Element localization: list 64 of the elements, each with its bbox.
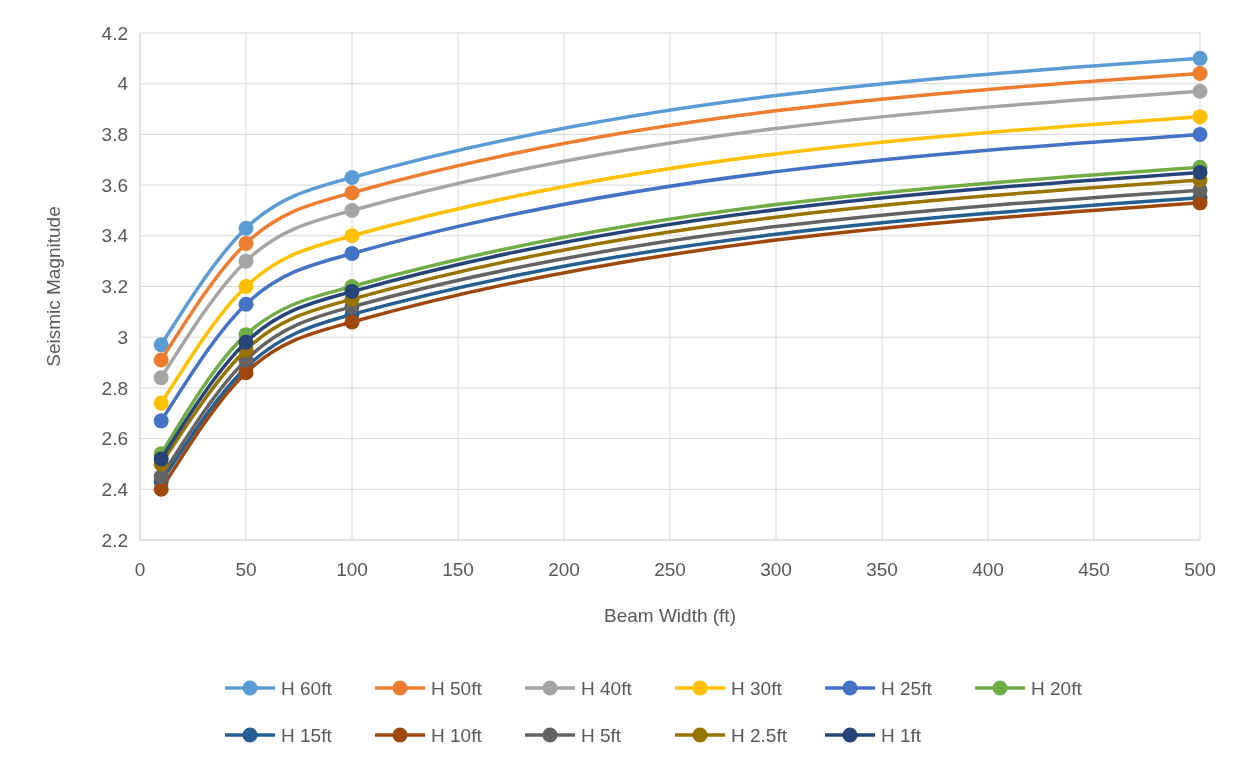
- point: [344, 170, 360, 185]
- point: [344, 284, 360, 300]
- y-tick-label: 3.4: [101, 225, 129, 247]
- point: [238, 334, 254, 350]
- x-tick-label: 0: [134, 559, 146, 580]
- point: [153, 413, 169, 429]
- point: [153, 370, 169, 386]
- point: [344, 228, 360, 244]
- point: [238, 253, 254, 269]
- x-tick-label: 500: [1184, 559, 1216, 580]
- point: [344, 202, 360, 218]
- x-tick-label: 400: [972, 559, 1004, 580]
- point: [1192, 83, 1208, 99]
- legend-label: H 2.5ft: [731, 724, 788, 746]
- x-tick-label: 100: [336, 559, 368, 580]
- legend-label: H 30ft: [731, 677, 783, 699]
- x-tick-label: 50: [235, 559, 257, 580]
- point: [153, 395, 169, 411]
- point: [344, 246, 360, 262]
- x-tick-label: 150: [442, 559, 474, 580]
- point: [238, 220, 254, 236]
- legend-label: H 10ft: [431, 724, 483, 746]
- point: [238, 279, 254, 294]
- y-tick-label: 3.6: [101, 174, 128, 196]
- point: [153, 337, 169, 353]
- y-tick-label: 3.8: [101, 124, 128, 146]
- x-tick-label: 200: [548, 559, 580, 580]
- point: [1192, 50, 1208, 66]
- point: [238, 235, 254, 251]
- y-tick-label: 2.4: [101, 478, 129, 500]
- legend-label: H 1ft: [881, 724, 922, 746]
- legend-label: H 15ft: [281, 724, 333, 746]
- y-tick-label: 4: [117, 73, 129, 95]
- point: [238, 365, 254, 381]
- y-tick-label: 4.2: [101, 22, 128, 44]
- x-axis-title: Beam Width (ft): [604, 605, 736, 626]
- y-axis-title: Seismic Magnitude: [43, 206, 64, 367]
- point: [1192, 126, 1208, 142]
- y-tick-label: 2.6: [101, 428, 128, 450]
- y-tick-label: 3: [117, 326, 128, 348]
- y-tick-label: 2.8: [101, 377, 128, 399]
- point: [1192, 164, 1208, 180]
- point: [153, 469, 169, 485]
- point: [344, 185, 360, 201]
- legend-label: H 5ft: [581, 724, 622, 746]
- legend-label: H 60ft: [281, 677, 333, 699]
- y-tick-label: 3.2: [101, 276, 128, 298]
- x-tick-label: 300: [760, 559, 792, 580]
- legend-label: H 20ft: [1031, 677, 1083, 699]
- y-tick-label: 2.2: [101, 529, 128, 551]
- legend-label: H 40ft: [581, 677, 633, 699]
- point: [153, 352, 169, 368]
- x-tick-label: 350: [866, 559, 898, 580]
- point: [153, 451, 169, 467]
- point: [1192, 66, 1208, 82]
- legend-label: H 50ft: [431, 677, 483, 699]
- point: [153, 481, 169, 497]
- point: [344, 314, 360, 330]
- point: [1192, 109, 1208, 125]
- point: [1192, 195, 1208, 211]
- x-tick-label: 450: [1078, 559, 1110, 580]
- point: [238, 296, 254, 312]
- x-tick-label: 250: [654, 559, 686, 580]
- legend-label: H 25ft: [881, 677, 933, 699]
